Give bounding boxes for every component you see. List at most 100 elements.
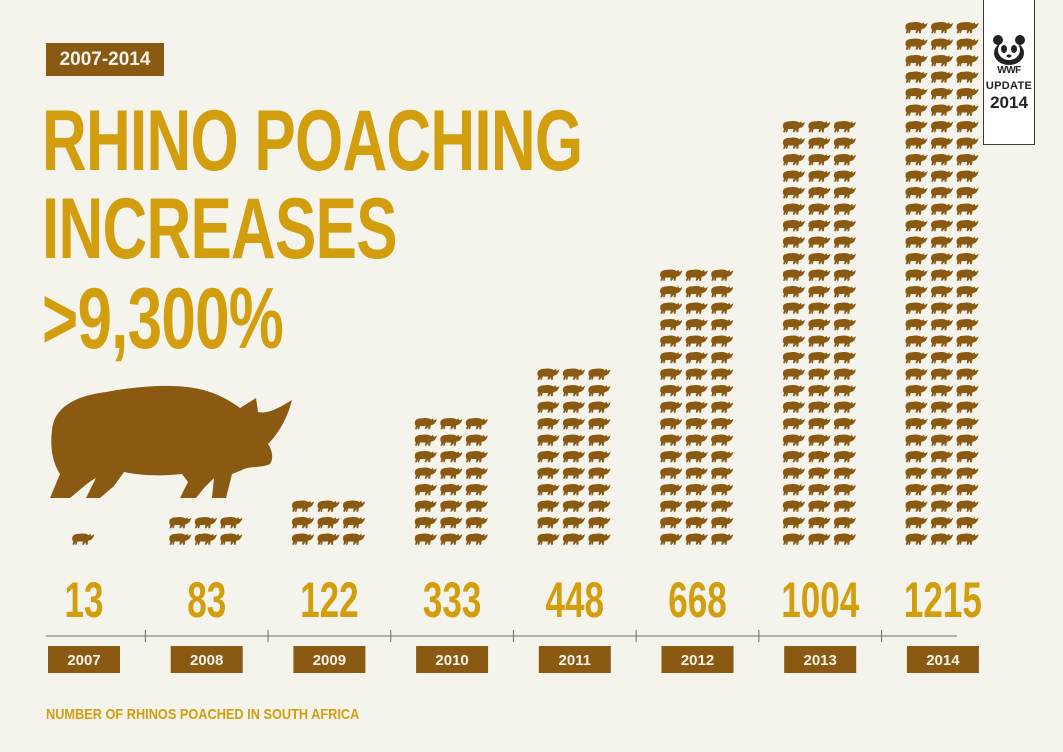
rhino-icon (930, 88, 954, 100)
rhino-icon (833, 319, 856, 331)
year-box (170, 646, 243, 673)
rhino-icon (956, 88, 979, 100)
value-label: 13 (65, 572, 104, 628)
rhino-icon (930, 154, 954, 166)
rhino-icon (782, 253, 805, 265)
rhino-silhouette-icon (50, 385, 292, 498)
year-tick-label: 2013 (804, 652, 837, 669)
rhino-icon (956, 55, 979, 67)
rhino-icon (833, 401, 856, 413)
rhino-icon (956, 203, 979, 215)
rhino-icon (930, 517, 954, 529)
rhino-icon (905, 434, 928, 446)
rhino-icon (414, 500, 437, 512)
rhino-icon (685, 451, 708, 463)
rhino-icon (808, 401, 831, 413)
rhino-icon (905, 236, 928, 248)
rhino-icon (833, 302, 856, 314)
rhino-icon (930, 269, 954, 281)
rhino-icon (930, 253, 954, 265)
rhino-icon (905, 170, 928, 182)
update-year: 2014 (990, 93, 1028, 112)
rhino-icon (833, 368, 856, 380)
rhino-icon (317, 533, 340, 545)
headline-line-2: INCREASES (42, 181, 398, 277)
rhino-icon (905, 22, 928, 34)
rhino-icon (782, 154, 805, 166)
rhino-icon (930, 467, 954, 479)
rhino-icon (930, 385, 954, 397)
rhino-icon (930, 121, 954, 133)
rhino-icon (711, 269, 734, 281)
rhino-icon (833, 203, 856, 215)
rhino-icon (905, 517, 928, 529)
rhino-icon (782, 269, 805, 281)
rhino-icon (956, 302, 979, 314)
rhino-icon (905, 220, 928, 232)
rhino-icon (905, 104, 928, 116)
rhino-icon (956, 137, 979, 149)
rhino-icon (711, 484, 734, 496)
rhino-icon (833, 500, 856, 512)
rhino-icon (808, 352, 831, 364)
rhino-icon (808, 467, 831, 479)
rhino-icon (808, 236, 831, 248)
rhino-icon (956, 170, 979, 182)
rhino-icon (808, 434, 831, 446)
rhino-icon (440, 434, 463, 446)
rhino-icon (562, 533, 585, 545)
year-tick-label: 2011 (559, 652, 592, 669)
rhino-icon (685, 517, 708, 529)
rhino-icon (930, 352, 954, 364)
year-tick-label: 2014 (926, 652, 960, 669)
rhino-icon (905, 385, 928, 397)
rhino-icon (782, 121, 805, 133)
rhino-icon (588, 451, 611, 463)
rhino-icon (930, 500, 954, 512)
rhino-icon (342, 517, 366, 529)
rhino-icon (930, 286, 954, 298)
rhino-icon (537, 500, 560, 512)
rhino-icon (956, 385, 979, 397)
rhino-icon (711, 286, 734, 298)
rhino-icon (660, 517, 683, 529)
rhino-icon (711, 335, 734, 347)
rhino-icon (956, 286, 979, 298)
value-label: 83 (187, 572, 226, 628)
rhino-icon (833, 517, 856, 529)
rhino-icon (905, 55, 928, 67)
rhino-icon (588, 434, 611, 446)
rhino-icon (808, 269, 831, 281)
rhino-icon (905, 533, 928, 545)
rhino-icon (317, 500, 340, 512)
value-label: 448 (546, 572, 605, 628)
year-tick-label: 2012 (681, 652, 714, 669)
value-label: 122 (300, 572, 359, 628)
rhino-icon (291, 533, 315, 545)
rhino-icon (711, 368, 734, 380)
year-box (293, 646, 366, 673)
rhino-icon (588, 484, 611, 496)
value-label: 1004 (781, 572, 859, 628)
rhino-icon (956, 434, 979, 446)
rhino-icon (930, 434, 954, 446)
headline-line-1: RHINO POACHING (42, 93, 583, 189)
rhino-icon (905, 467, 928, 479)
rhino-icon (808, 533, 831, 545)
rhino-icon (956, 500, 979, 512)
rhino-icon (660, 418, 683, 430)
rhino-icon (562, 467, 585, 479)
rhino-icon (905, 286, 928, 298)
rhino-icon (833, 137, 856, 149)
rhino-icon (808, 418, 831, 430)
wwf-logo: WWF UPDATE 2014 (983, 0, 1035, 145)
rhino-icon (465, 418, 488, 430)
rhino-icon (782, 533, 805, 545)
rhino-icon (905, 368, 928, 380)
rhino-icon (660, 467, 683, 479)
rhino-icon (465, 451, 488, 463)
rhino-icon (930, 335, 954, 347)
rhino-icon (537, 484, 560, 496)
rhino-icon (660, 335, 683, 347)
rhino-icon (905, 418, 928, 430)
